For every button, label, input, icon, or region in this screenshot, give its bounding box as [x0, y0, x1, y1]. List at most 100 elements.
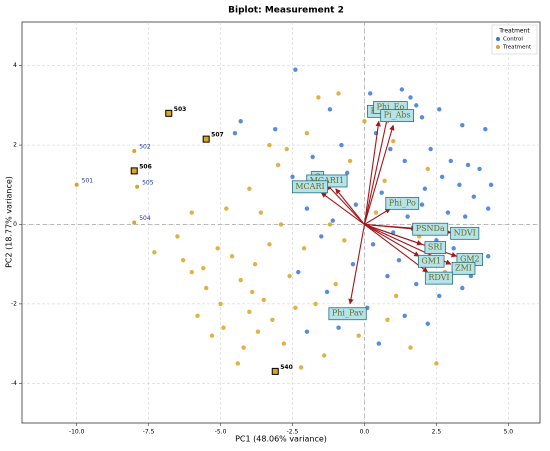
data-point — [247, 309, 252, 315]
data-point — [385, 273, 390, 279]
loading-label: SRI — [424, 241, 446, 254]
y-axis-label: PC2 (18.77% variance) — [5, 176, 14, 268]
loading-label-text: PSNDa — [416, 224, 445, 233]
data-point — [281, 341, 287, 346]
data-point — [229, 254, 235, 259]
data-point — [327, 222, 333, 227]
data-point — [330, 218, 335, 223]
loading-label: MCARI — [291, 180, 329, 194]
loading-label-text: ZMI — [455, 263, 472, 272]
loading-label-box — [291, 180, 329, 194]
data-point — [451, 246, 456, 251]
data-point — [235, 361, 241, 366]
loading-arrow — [364, 208, 391, 225]
loading-arrow — [348, 224, 365, 305]
data-point — [405, 214, 410, 219]
x-tick-label: -10.0 — [69, 429, 85, 436]
loading-label-text: RDVI — [428, 273, 449, 282]
outlier-marker — [165, 109, 173, 117]
loading-label-box — [380, 109, 415, 123]
data-point — [267, 142, 272, 148]
outlier-label: 507 — [211, 132, 224, 139]
y-tick-label: 2 — [13, 142, 17, 149]
loading-arrow — [363, 120, 381, 225]
loading-label-text: Pi_Abs — [384, 111, 411, 120]
loading-label: ZMI — [451, 261, 476, 275]
data-point — [488, 182, 494, 187]
x-tick-label: -2.5 — [287, 429, 299, 436]
data-point — [388, 146, 393, 152]
data-point — [252, 261, 258, 267]
data-point — [350, 261, 356, 267]
loading-label-box — [451, 261, 476, 275]
data-point — [270, 317, 275, 322]
loading-arrow — [363, 124, 395, 225]
legend-marker — [496, 45, 500, 49]
data-point — [273, 126, 278, 132]
data-point — [391, 138, 396, 144]
y-tick-label: -4 — [11, 380, 17, 387]
loading-arrow — [364, 224, 429, 273]
data-point — [396, 258, 402, 263]
data-point — [393, 293, 399, 299]
data-point — [347, 158, 353, 164]
data-point — [327, 107, 333, 112]
data-point — [267, 242, 272, 247]
data-point — [336, 91, 341, 96]
data-point — [486, 206, 491, 211]
loading-label-text: SRI — [428, 243, 443, 252]
x-tick-label: 5.0 — [504, 429, 514, 436]
outlier-marker — [202, 135, 210, 143]
data-point — [373, 210, 379, 215]
data-point — [255, 329, 261, 334]
chart-title: Biplot: Measurement 2 — [228, 6, 344, 16]
loading-label: Phi_Pav — [328, 307, 367, 321]
data-point — [457, 182, 462, 187]
loading-arrow — [335, 188, 365, 225]
data-point — [408, 345, 413, 350]
loading-label-text: GM1 — [421, 256, 441, 265]
loading-label-box — [412, 222, 449, 236]
data-point — [471, 194, 477, 199]
data-point — [399, 87, 405, 92]
data-point — [241, 345, 246, 350]
outlier-marker — [130, 167, 138, 175]
data-point — [304, 329, 310, 334]
loading-label: Pi_Abs — [380, 109, 415, 123]
outlier-marker — [132, 220, 137, 225]
data-point — [301, 246, 307, 251]
loading-label: Phi_Po — [385, 196, 420, 210]
x-tick-label: -5.0 — [215, 429, 227, 436]
outlier-label: 540 — [280, 364, 293, 371]
x-tick-label: 0.0 — [360, 429, 370, 436]
data-point — [382, 178, 387, 184]
data-point — [218, 301, 223, 307]
data-point — [275, 162, 281, 168]
data-point — [465, 162, 471, 168]
outlier-marker — [271, 367, 279, 375]
loading-label-text: Phi_Eo — [377, 103, 405, 112]
loading-label-box — [424, 271, 453, 285]
data-point — [304, 206, 310, 211]
data-point — [258, 210, 264, 215]
data-point — [152, 250, 157, 255]
data-point — [414, 103, 419, 108]
data-point — [353, 202, 359, 207]
loading-label-text: NDVI — [454, 228, 476, 237]
outlier-label: 506 — [139, 163, 152, 170]
data-point — [261, 297, 266, 303]
data-point — [437, 107, 442, 112]
data-point — [344, 170, 350, 176]
data-point — [483, 126, 488, 132]
outlier-marker — [135, 184, 140, 189]
legend-label: Treatment — [502, 45, 532, 51]
data-point — [445, 210, 451, 215]
data-point — [238, 277, 243, 283]
data-point — [296, 269, 301, 275]
loading-label: NDVI — [450, 226, 480, 240]
loading-label-box — [418, 254, 445, 268]
data-point — [221, 325, 226, 330]
data-point — [425, 166, 430, 172]
data-point — [462, 214, 468, 219]
